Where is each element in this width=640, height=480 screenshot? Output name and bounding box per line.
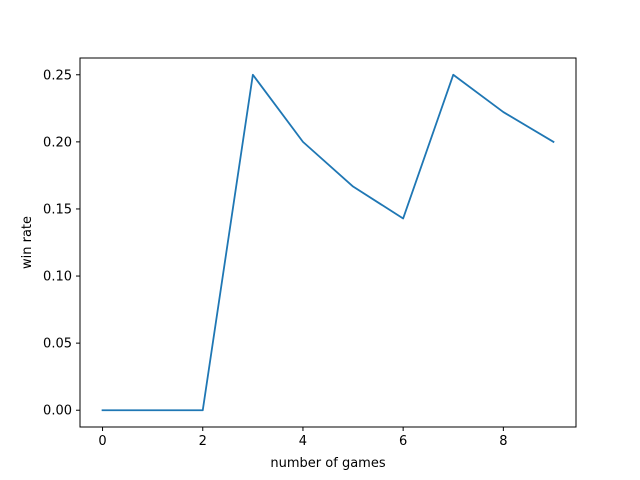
x-tick-label: 0 xyxy=(98,434,106,449)
y-tick-label: 0.15 xyxy=(43,202,72,217)
tick-layer: 0 2 4 6 8 0.00 0.05 0.10 0.15 0.20 0.25 xyxy=(43,68,507,449)
y-tick-label: 0.00 xyxy=(43,404,72,419)
y-tick-label: 0.10 xyxy=(43,270,72,285)
series-layer xyxy=(101,73,555,412)
x-tick-label: 4 xyxy=(299,434,307,449)
y-axis-label: win rate xyxy=(20,216,35,269)
x-tick-label: 8 xyxy=(499,434,507,449)
y-tick-label: 0.25 xyxy=(43,68,72,83)
x-tick-label: 6 xyxy=(399,434,407,449)
x-axis-label: number of games xyxy=(270,456,385,471)
plot-frame xyxy=(79,57,577,428)
y-tick-label: 0.05 xyxy=(43,337,72,352)
y-tick-label: 0.20 xyxy=(43,135,72,150)
x-tick-label: 2 xyxy=(199,434,207,449)
series-line xyxy=(101,73,555,412)
